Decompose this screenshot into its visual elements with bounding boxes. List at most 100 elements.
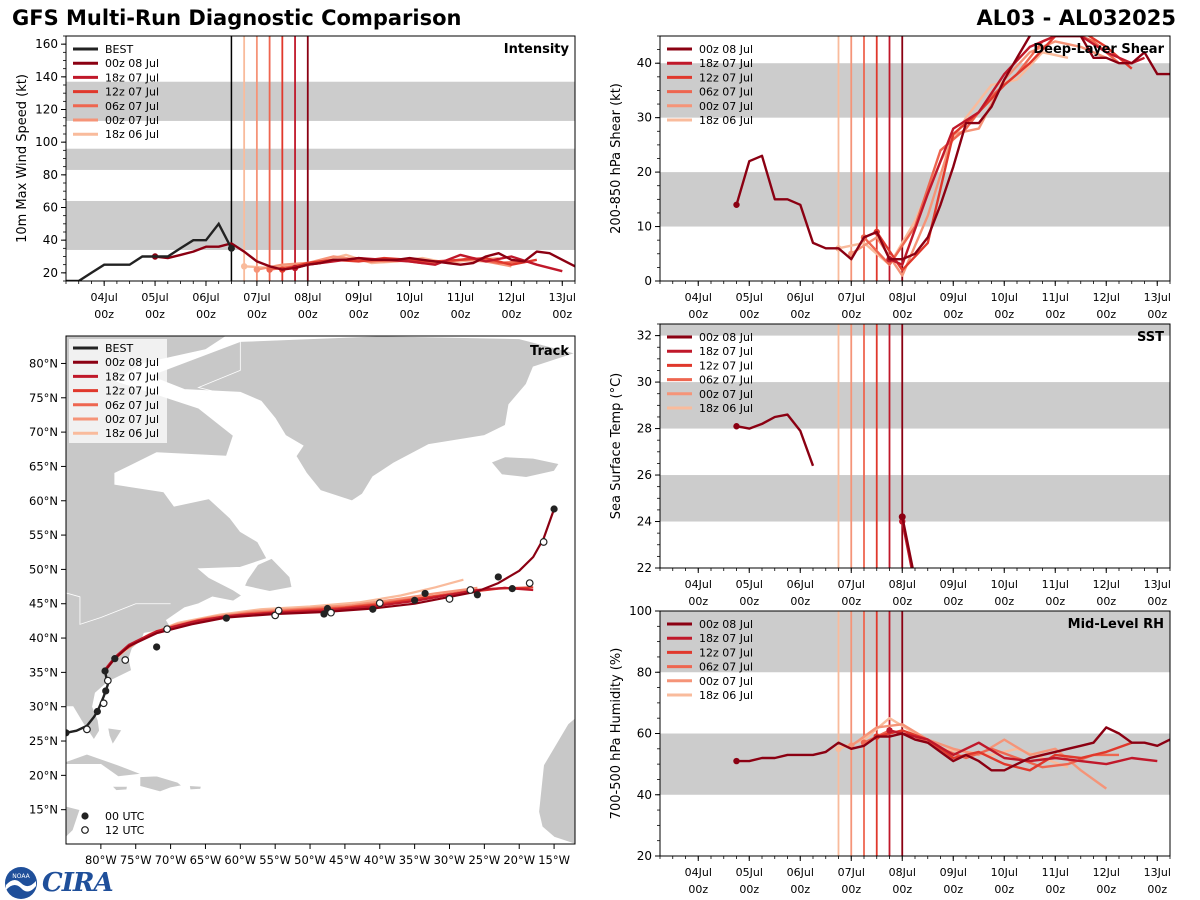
rh-xtick-sub: 00z: [841, 883, 861, 896]
jamaica-landmass: [111, 785, 128, 791]
shear-ytick-label: 20: [637, 165, 652, 179]
rh-xtick-sub: 00z: [892, 883, 912, 896]
sst-series-start-point: [733, 423, 740, 430]
rh-xtick-sub: 00z: [739, 883, 759, 896]
rh-ylabel: 700-500 hPa Humidity (%): [609, 648, 624, 820]
shear-series-line: [735, 36, 1170, 261]
track-point-12utc: [99, 699, 108, 708]
track-ytick-label: 45°N: [29, 597, 58, 611]
intensity-legend-label: 06z 07 Jul: [105, 100, 159, 113]
intensity-band-2: [66, 81, 575, 121]
intensity-ylabel: 10m Max Wind Speed (kt): [15, 74, 30, 243]
sst-legend-label: 18z 06 Jul: [699, 402, 753, 415]
shear-xtick-sub: 00z: [994, 308, 1014, 321]
intensity-xtick-label: 04Jul: [91, 291, 118, 304]
intensity-xtick-label: 10Jul: [396, 291, 423, 304]
track-xtick-label: 70°W: [155, 853, 187, 867]
rh-legend-label: 06z 07 Jul: [699, 661, 753, 674]
track-legend-label: 12z 07 Jul: [105, 385, 159, 398]
rh-legend-label: 00z 08 Jul: [699, 618, 753, 631]
rh-xtick-sub: 00z: [790, 883, 810, 896]
track-point-00utc: [102, 687, 110, 695]
track-ytick-label: 55°N: [29, 528, 58, 542]
rh-ytick-label: 20: [637, 849, 652, 863]
intensity-xtick-label: 07Jul: [243, 291, 270, 304]
rh-xtick-label: 05Jul: [736, 866, 763, 879]
intensity-xtick-sub: 00z: [451, 308, 471, 321]
intensity-legend-label: 18z 07 Jul: [105, 71, 159, 84]
shear-xtick-label: 12Jul: [1093, 291, 1120, 304]
intensity-series-start-point: [266, 266, 273, 273]
shear-ytick-label: 10: [637, 220, 652, 234]
track-ytick-label: 35°N: [29, 665, 58, 679]
track-point-00utc: [494, 573, 502, 581]
track-ytick-label: 65°N: [29, 459, 58, 473]
track-ytick-label: 20°N: [29, 768, 58, 782]
shear-ytick-label: 0: [644, 274, 652, 288]
rh-ytick-label: 60: [637, 727, 652, 741]
intensity-legend-label: BEST: [105, 43, 133, 56]
intensity-xtick-label: 11Jul: [447, 291, 474, 304]
sst-xtick-label: 07Jul: [838, 578, 865, 591]
track-legend-label: BEST: [105, 342, 133, 355]
panel-rh: 20 40 60 80 100 04Jul 00z 05Jul 00z 06Jul 00z 07Jul…: [609, 604, 1171, 896]
intensity-title: Intensity: [504, 42, 570, 57]
shear-legend-label: 00z 08 Jul: [699, 43, 753, 56]
rh-xtick-label: 09Jul: [940, 866, 967, 879]
panel-track: 80°W 75°W 70°W 65°W 60°W 55°W 50°W 45°W 40°W 35°W…: [29, 335, 576, 867]
rh-band-1: [660, 611, 1170, 673]
legend-00utc-label: 00 UTC: [105, 810, 145, 823]
track-xtick-label: 25°W: [468, 853, 500, 867]
sst-xtick-sub: 00z: [1147, 595, 1167, 608]
intensity-ytick-label: 160: [35, 37, 58, 51]
shear-xtick-sub: 00z: [1045, 308, 1065, 321]
sst-xtick-sub: 00z: [994, 595, 1014, 608]
shear-band-1: [660, 63, 1170, 118]
track-title: Track: [530, 344, 569, 359]
puerto-rico-landmass: [188, 785, 202, 791]
sst-xtick-sub: 00z: [1045, 595, 1065, 608]
intensity-ytick-label: 80: [43, 168, 58, 182]
north-america-landmass: [66, 336, 268, 838]
sst-marker-point: [898, 513, 906, 521]
noaa-logo-icon: NOAA: [5, 867, 37, 899]
track-point-12utc: [525, 579, 534, 588]
sst-ytick-label: 30: [637, 375, 652, 389]
sst-xtick-label: 05Jul: [736, 578, 763, 591]
rh-xtick-label: 13Jul: [1144, 866, 1171, 879]
shear-series-line: [850, 40, 1107, 277]
track-point-12utc: [466, 586, 475, 594]
rh-legend-label: 00z 07 Jul: [699, 675, 753, 688]
track-xtick-label: 65°W: [190, 853, 222, 867]
rh-xtick-sub: 00z: [1147, 883, 1167, 896]
cuba-landmass: [66, 753, 142, 778]
track-ytick-label: 75°N: [29, 391, 58, 405]
border-line: [66, 592, 171, 625]
intensity-xtick-label: 13Jul: [549, 291, 576, 304]
intensity-band-0: [66, 200, 575, 250]
track-point-12utc: [375, 599, 384, 607]
sst-xtick-label: 09Jul: [940, 578, 967, 591]
rh-series-start-point: [886, 727, 893, 734]
shear-legend-label: 00z 07 Jul: [699, 100, 753, 113]
track-frame: [65, 335, 576, 845]
greenland-landmass: [148, 336, 575, 502]
sst-legend-label: 12z 07 Jul: [699, 359, 753, 372]
sst-band-0: [660, 475, 1170, 522]
track-xtick-label: 75°W: [120, 853, 152, 867]
sst-xtick-sub: 00z: [1096, 595, 1116, 608]
newfoundland-landmass: [243, 557, 293, 592]
hispaniola-landmass: [139, 775, 183, 793]
shear-title: Deep-Layer Shear: [1033, 42, 1164, 57]
shear-xtick-label: 08Jul: [889, 291, 916, 304]
sst-ylabel: Sea Surface Temp (°C): [609, 373, 624, 520]
shear-series-start-point: [733, 201, 740, 208]
intensity-series-line: [154, 242, 575, 271]
rh-xtick-label: 04Jul: [685, 866, 712, 879]
sst-ytick-label: 26: [637, 468, 652, 482]
shear-xtick-label: 05Jul: [736, 291, 763, 304]
rh-series-start-point: [835, 745, 842, 753]
intensity-ytick-label: 40: [43, 233, 58, 247]
track-point-00utc: [508, 585, 516, 593]
intensity-ytick-label: 20: [43, 266, 58, 280]
